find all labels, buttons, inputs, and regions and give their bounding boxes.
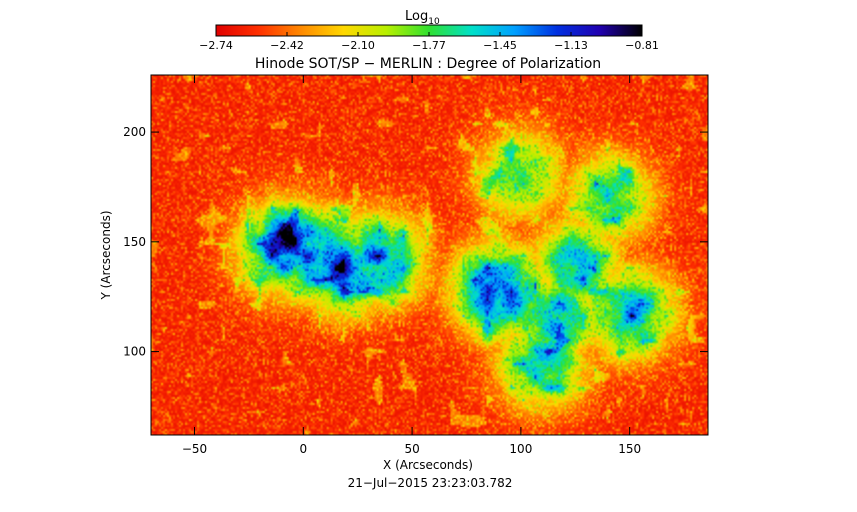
colorbar-label: Log10: [405, 9, 440, 27]
colorbar-tick-label: −1.45: [483, 39, 517, 52]
x-tick-label: 150: [618, 442, 641, 456]
colorbar-tick-label: −2.74: [199, 39, 233, 52]
chart-title: Hinode SOT/SP − MERLIN : Degree of Polar…: [255, 56, 601, 72]
x-axis-label: X (Arcseconds): [383, 458, 473, 472]
x-tick-label: −50: [182, 442, 207, 456]
x-tick-label: 100: [509, 442, 532, 456]
x-tick-label: 0: [299, 442, 307, 456]
x-axis-ticks: −50 0 50 100 150: [182, 75, 641, 456]
colorbar-tick-label: −2.10: [341, 39, 375, 52]
y-axis-ticks: 100 150 200: [123, 125, 708, 359]
heatmap-image: [151, 75, 708, 435]
colorbar-ticks: −2.74 −2.42 −2.10 −1.77 −1.45 −1.13 −0.81: [199, 32, 659, 52]
colorbar-tick-label: −1.77: [412, 39, 446, 52]
plot-frame: [150, 74, 709, 436]
colorbar-tick-label: −0.81: [625, 39, 659, 52]
colorbar: Log10 −2.74 −2.42 −2.10 −1.77 −1.45 −1.13 −0.8…: [199, 9, 659, 52]
x-tick-label: 50: [404, 442, 419, 456]
timestamp: 21−Jul−2015 23:23:03.782: [348, 476, 513, 490]
plot-area: −50 0 50 100 150 100 150 200: [123, 74, 709, 456]
y-tick-label: 100: [123, 345, 146, 359]
y-tick-label: 200: [123, 125, 146, 139]
colorbar-tick-label: −1.13: [554, 39, 588, 52]
y-axis-label: Y (Arcseconds): [99, 210, 113, 300]
colorbar-tick-label: −2.42: [270, 39, 304, 52]
y-tick-label: 150: [123, 235, 146, 249]
